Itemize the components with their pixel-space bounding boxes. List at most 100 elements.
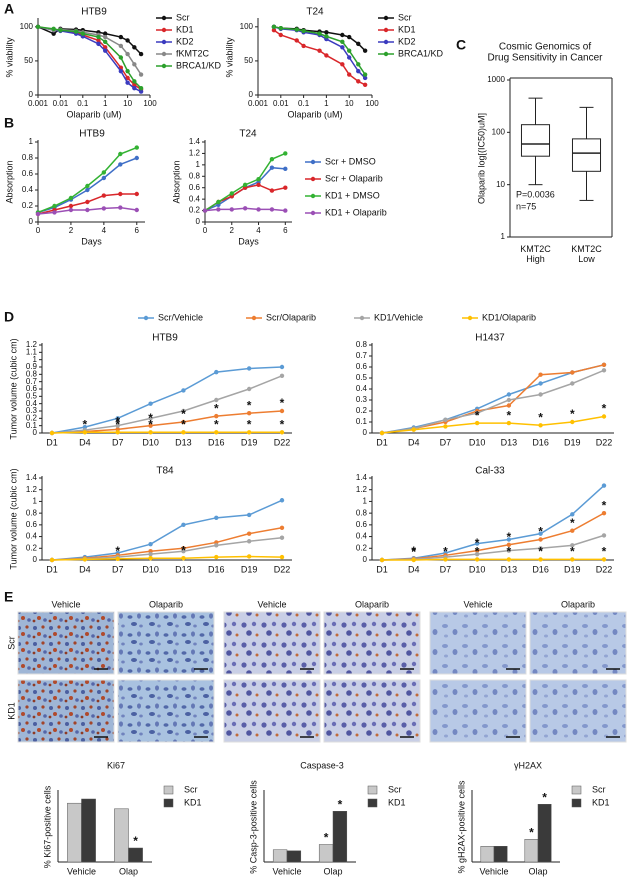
column-label: Vehicle <box>257 599 286 609</box>
stain-label: γH2AX <box>514 760 542 770</box>
x-tick-label: D7 <box>112 564 124 574</box>
x-tick-label: D13 <box>501 564 518 574</box>
x-tick-label: D19 <box>241 564 258 574</box>
data-point <box>125 38 130 43</box>
x-tick-label: D10 <box>142 564 159 574</box>
data-point <box>570 528 575 533</box>
x-tick-label: D10 <box>142 437 159 447</box>
data-point <box>538 423 543 428</box>
data-point <box>58 28 63 33</box>
data-point <box>601 368 607 373</box>
series-line <box>381 369 605 434</box>
y-tick-label: 0.8 <box>26 508 38 517</box>
x-tick-label: D10 <box>469 437 486 447</box>
y-tick-label: 0.6 <box>356 520 368 529</box>
data-point <box>214 430 219 435</box>
data-point <box>214 515 219 521</box>
data-point <box>347 48 352 53</box>
significance: * <box>542 790 547 804</box>
y-tick-label: 1 <box>29 137 34 146</box>
data-point <box>132 79 137 84</box>
data-point <box>246 366 252 371</box>
data-point <box>96 34 101 40</box>
x-tick-label: 0 <box>36 226 41 235</box>
data-point <box>103 45 108 50</box>
data-point <box>214 413 219 419</box>
data-point <box>246 386 252 392</box>
series-line <box>381 512 605 561</box>
y-tick-label: 0 <box>33 555 38 564</box>
y-tick-label: 0.8 <box>189 171 201 180</box>
data-point <box>103 39 108 45</box>
data-point <box>118 34 124 40</box>
data-point <box>411 427 416 432</box>
panel-label: E <box>4 589 13 605</box>
data-point <box>601 557 607 562</box>
data-point <box>279 373 285 378</box>
y-tick-label: 0.1 <box>356 417 368 426</box>
y-tick-label: 1.2 <box>356 485 368 494</box>
y-tick-label: 0 <box>249 90 254 99</box>
significance: * <box>411 545 416 559</box>
data-point <box>474 411 480 416</box>
y-tick-label: 50 <box>244 56 253 65</box>
y-tick-label: 0.1 <box>26 421 38 430</box>
data-point <box>134 155 139 161</box>
data-point <box>324 30 329 35</box>
legend-label: fKMT2C <box>176 48 210 58</box>
series-line <box>51 555 283 561</box>
micrograph <box>17 611 115 675</box>
x-tick-label: D10 <box>469 564 486 574</box>
x-tick-label: D22 <box>274 437 291 447</box>
data-point <box>538 372 543 377</box>
y-tick-label: 0.8 <box>356 508 368 517</box>
data-point <box>242 206 248 211</box>
significance: * <box>602 402 607 416</box>
data-point <box>148 430 153 435</box>
data-point <box>118 55 124 60</box>
legend-label: Scr <box>398 12 412 22</box>
panel-label: A <box>4 1 14 17</box>
data-point <box>506 420 512 426</box>
x-tick-label: D4 <box>79 564 91 574</box>
series-line <box>381 534 605 561</box>
data-point <box>601 483 607 488</box>
x-tick-label: D16 <box>208 564 225 574</box>
data-point <box>214 397 219 403</box>
data-point <box>474 551 480 557</box>
y-tick-label: 1.4 <box>356 473 368 482</box>
x-tick-label: Olap <box>119 866 138 876</box>
data-point <box>96 38 101 43</box>
data-point <box>362 48 368 53</box>
micrograph <box>323 679 421 743</box>
data-point <box>506 537 512 542</box>
data-point <box>506 397 512 403</box>
x-tick-label: 0.001 <box>28 99 49 108</box>
data-point <box>68 195 74 201</box>
chart-title: HTB9 <box>152 333 178 344</box>
y-tick-label: 0.2 <box>22 201 34 210</box>
bar <box>332 811 348 863</box>
x-tick-label: D19 <box>564 437 581 447</box>
legend-label: KD1 <box>398 24 416 34</box>
x-tick-label: D1 <box>376 564 388 574</box>
significance: * <box>602 498 607 512</box>
significance: * <box>133 834 138 848</box>
data-point <box>242 182 248 188</box>
legend-label: Scr <box>388 784 402 794</box>
data-point <box>271 24 277 30</box>
x-tick-label: D1 <box>376 437 388 447</box>
data-point <box>134 145 139 150</box>
significance: * <box>148 417 153 431</box>
x-tick-label: 10 <box>123 99 132 108</box>
data-point <box>101 170 107 175</box>
data-point <box>279 554 285 560</box>
x-tick-label: D13 <box>175 564 192 574</box>
data-point <box>134 207 139 213</box>
significance: * <box>602 545 607 559</box>
significance: * <box>148 411 153 425</box>
micrograph <box>117 679 215 743</box>
chart-title: H1437 <box>475 333 505 344</box>
y-tick-label: 1.1 <box>26 347 38 356</box>
